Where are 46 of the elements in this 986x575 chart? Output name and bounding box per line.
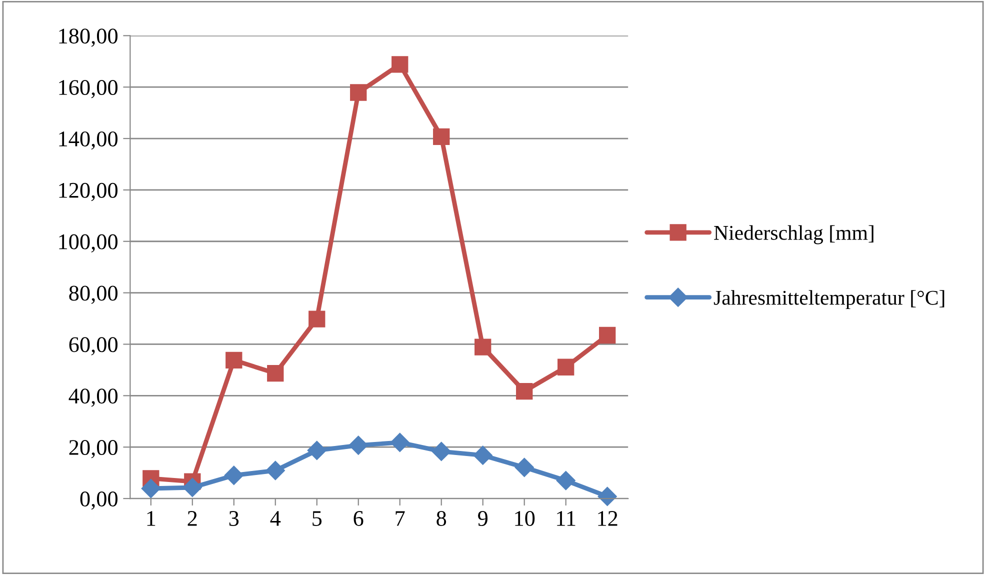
point bbox=[348, 436, 368, 455]
legend-label: Niederschlag [mm] bbox=[714, 225, 874, 244]
y-tick-label: 120,00 bbox=[59, 182, 118, 202]
x-tick-label: 6 bbox=[354, 511, 364, 526]
point bbox=[224, 466, 244, 485]
legend-label: Jahresmitteltemperatur [°C] bbox=[714, 290, 944, 310]
point bbox=[473, 446, 492, 465]
x-tick-label: 2 bbox=[188, 511, 197, 526]
y-tick-label: 80,00 bbox=[69, 286, 118, 304]
y-tick-label: 20,00 bbox=[69, 440, 118, 458]
y-tick-label: 140,00 bbox=[59, 131, 118, 150]
x-tick-label: 4 bbox=[270, 511, 281, 526]
x-tick-label: 10 bbox=[515, 510, 535, 526]
x-tick-label: 9 bbox=[478, 511, 488, 526]
point bbox=[226, 352, 242, 369]
y-tick-label: 160,00 bbox=[59, 80, 118, 98]
point bbox=[474, 338, 492, 356]
x-tick-label: 7 bbox=[396, 511, 405, 526]
point bbox=[141, 478, 160, 498]
point bbox=[390, 432, 410, 452]
point bbox=[599, 326, 616, 344]
point bbox=[598, 486, 617, 506]
point bbox=[307, 440, 326, 460]
point bbox=[392, 56, 408, 73]
x-tick-label: 3 bbox=[229, 511, 239, 526]
x-tick-label: 5 bbox=[312, 511, 322, 526]
y-tick-label: 180,00 bbox=[59, 28, 118, 47]
point bbox=[182, 478, 202, 497]
point bbox=[432, 442, 451, 461]
y-tick-label: 0,00 bbox=[80, 491, 118, 510]
point bbox=[266, 460, 285, 480]
point bbox=[433, 128, 450, 146]
y-tick-label: 40,00 bbox=[68, 388, 118, 407]
point bbox=[267, 364, 284, 382]
point bbox=[556, 470, 576, 490]
point bbox=[350, 84, 367, 101]
x-tick-label: 1 bbox=[147, 511, 156, 526]
y-tick-label: 100,00 bbox=[59, 234, 118, 252]
point bbox=[514, 458, 534, 477]
x-tick-label: 11 bbox=[557, 511, 576, 526]
y-tick-label: 60,00 bbox=[69, 337, 118, 356]
point bbox=[558, 358, 574, 376]
x-tick-label: 12 bbox=[598, 511, 618, 526]
point bbox=[516, 382, 533, 400]
point bbox=[308, 310, 326, 328]
x-tick-label: 8 bbox=[436, 510, 446, 526]
